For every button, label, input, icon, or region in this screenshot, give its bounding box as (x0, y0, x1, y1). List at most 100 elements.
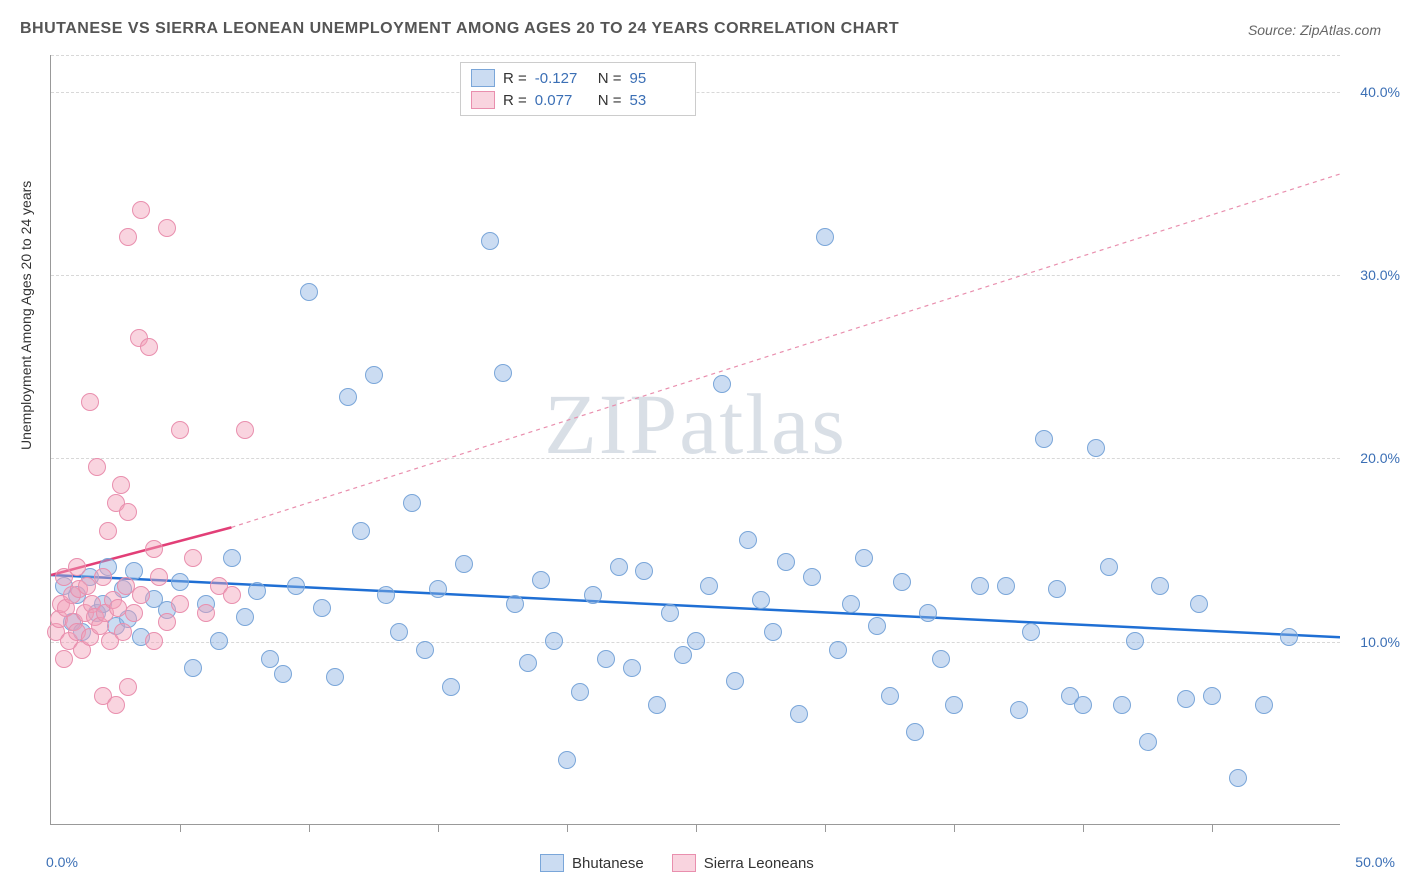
legend-swatch (540, 854, 564, 872)
scatter-point (635, 562, 653, 580)
scatter-point (81, 393, 99, 411)
plot-area: ZIPatlas 10.0%20.0%30.0%40.0%0.0%50.0% (50, 55, 1340, 825)
x-tick (825, 824, 826, 832)
scatter-point (571, 683, 589, 701)
scatter-point (1229, 769, 1247, 787)
scatter-point (300, 283, 318, 301)
scatter-point (906, 723, 924, 741)
scatter-point (132, 586, 150, 604)
scatter-point (919, 604, 937, 622)
scatter-point (764, 623, 782, 641)
y-tick-label: 20.0% (1360, 450, 1400, 466)
series-legend-label: Sierra Leoneans (704, 855, 814, 872)
scatter-point (158, 219, 176, 237)
scatter-point (648, 696, 666, 714)
gridline (51, 275, 1340, 276)
scatter-point (700, 577, 718, 595)
scatter-point (881, 687, 899, 705)
scatter-point (739, 531, 757, 549)
x-tick (180, 824, 181, 832)
scatter-point (99, 522, 117, 540)
scatter-point (1010, 701, 1028, 719)
series-legend-label: Bhutanese (572, 855, 644, 872)
scatter-point (481, 232, 499, 250)
legend-swatch (471, 91, 495, 109)
x-tick (696, 824, 697, 832)
correlation-legend-row: R =0.077N =53 (471, 89, 685, 111)
scatter-point (455, 555, 473, 573)
scatter-point (119, 503, 137, 521)
scatter-point (223, 586, 241, 604)
scatter-point (1203, 687, 1221, 705)
correlation-legend: R =-0.127N =95R =0.077N =53 (460, 62, 696, 116)
scatter-point (313, 599, 331, 617)
scatter-point (816, 228, 834, 246)
scatter-point (1100, 558, 1118, 576)
scatter-point (94, 568, 112, 586)
x-tick-label-max: 50.0% (1355, 854, 1395, 870)
scatter-point (107, 696, 125, 714)
scatter-point (223, 549, 241, 567)
scatter-point (971, 577, 989, 595)
scatter-point (326, 668, 344, 686)
scatter-point (803, 568, 821, 586)
scatter-point (1151, 577, 1169, 595)
scatter-point (377, 586, 395, 604)
scatter-point (597, 650, 615, 668)
scatter-point (997, 577, 1015, 595)
x-tick (1212, 824, 1213, 832)
scatter-point (1280, 628, 1298, 646)
scatter-point (661, 604, 679, 622)
scatter-point (197, 604, 215, 622)
scatter-point (429, 580, 447, 598)
scatter-point (171, 595, 189, 613)
scatter-point (494, 364, 512, 382)
scatter-point (1074, 696, 1092, 714)
scatter-point (125, 604, 143, 622)
series-legend-item: Sierra Leoneans (672, 854, 814, 872)
scatter-point (114, 623, 132, 641)
gridline (51, 55, 1340, 56)
scatter-point (674, 646, 692, 664)
scatter-point (829, 641, 847, 659)
scatter-point (1255, 696, 1273, 714)
scatter-point (416, 641, 434, 659)
chart-title: BHUTANESE VS SIERRA LEONEAN UNEMPLOYMENT… (20, 20, 899, 38)
x-tick (954, 824, 955, 832)
scatter-point (532, 571, 550, 589)
scatter-point (1177, 690, 1195, 708)
scatter-point (842, 595, 860, 613)
scatter-point (506, 595, 524, 613)
x-tick (567, 824, 568, 832)
scatter-point (777, 553, 795, 571)
x-tick-label-min: 0.0% (46, 854, 78, 870)
source-attribution: Source: ZipAtlas.com (1248, 22, 1381, 38)
x-tick (438, 824, 439, 832)
scatter-point (1048, 580, 1066, 598)
scatter-point (868, 617, 886, 635)
trend-line (231, 174, 1340, 527)
scatter-point (945, 696, 963, 714)
series-legend: Bhutanese Sierra Leoneans (540, 854, 814, 872)
scatter-point (248, 582, 266, 600)
scatter-point (365, 366, 383, 384)
legend-swatch (471, 69, 495, 87)
scatter-point (610, 558, 628, 576)
scatter-point (1139, 733, 1157, 751)
x-tick (1083, 824, 1084, 832)
scatter-point (713, 375, 731, 393)
scatter-point (184, 549, 202, 567)
scatter-point (236, 421, 254, 439)
scatter-point (790, 705, 808, 723)
scatter-point (210, 632, 228, 650)
scatter-point (893, 573, 911, 591)
scatter-point (1126, 632, 1144, 650)
y-axis-label: Unemployment Among Ages 20 to 24 years (18, 181, 34, 450)
scatter-point (119, 678, 137, 696)
scatter-point (932, 650, 950, 668)
scatter-point (1087, 439, 1105, 457)
legend-swatch (672, 854, 696, 872)
scatter-point (687, 632, 705, 650)
x-tick (309, 824, 310, 832)
y-tick-label: 30.0% (1360, 267, 1400, 283)
